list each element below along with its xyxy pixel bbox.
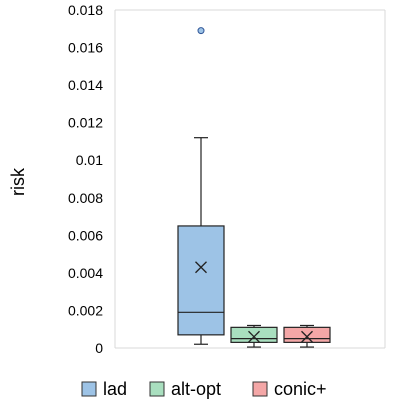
y-tick-label: 0.018 <box>68 2 103 18</box>
y-tick-label: 0.014 <box>68 77 103 93</box>
legend-label-lad: lad <box>103 379 127 399</box>
y-tick-label: 0.006 <box>68 227 103 243</box>
mean-marker <box>301 330 313 343</box>
y-tick-label: 0 <box>95 340 103 356</box>
mean-marker <box>248 330 260 343</box>
legend-swatch-conic+ <box>252 381 268 397</box>
legend-swatch-alt-opt <box>149 381 165 397</box>
y-tick-label: 0.008 <box>68 190 103 206</box>
mean-marker <box>195 261 207 274</box>
iqr-box <box>177 225 225 336</box>
legend-label-conic+: conic+ <box>274 379 327 399</box>
box-conic+ <box>283 324 331 348</box>
outlier-point <box>197 27 205 35</box>
iqr-box <box>230 326 278 343</box>
box-lad <box>177 27 225 345</box>
y-axis-title: risk <box>8 167 28 196</box>
legend: lad alt-opt conic+ <box>81 379 327 399</box>
box-alt-opt <box>230 324 278 348</box>
y-axis-ticks: 0 0.002 0.004 0.006 0.008 0.01 0.012 0.014 0.016… <box>68 2 103 356</box>
y-tick-label: 0.012 <box>68 115 103 131</box>
legend-label-alt-opt: alt-opt <box>171 379 221 399</box>
y-tick-label: 0.004 <box>68 265 103 281</box>
y-tick-label: 0.01 <box>76 152 103 168</box>
iqr-box <box>283 326 331 343</box>
y-tick-label: 0.002 <box>68 302 103 318</box>
boxes <box>177 27 331 348</box>
y-tick-label: 0.016 <box>68 40 103 56</box>
legend-swatch-lad <box>81 381 97 397</box>
